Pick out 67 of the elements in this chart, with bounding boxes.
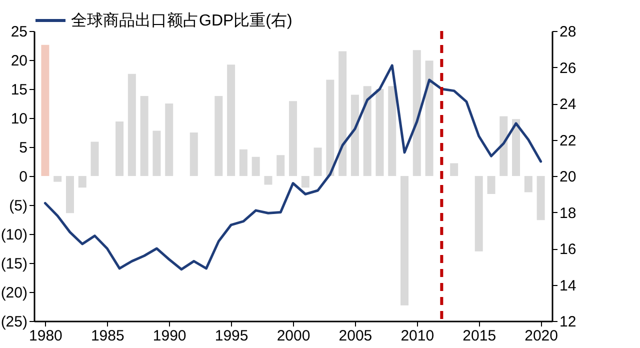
bar — [227, 64, 236, 176]
y2-tick-label: 16 — [560, 241, 576, 258]
y-tick-label: 25 — [10, 24, 28, 40]
legend-label: 全球商品出口额占GDP比重(右) — [71, 12, 292, 30]
bar — [264, 176, 272, 185]
bar — [425, 60, 434, 176]
x-tick-label: 2000 — [276, 328, 310, 344]
bar — [326, 80, 334, 176]
y-tick-label: (10) — [0, 226, 28, 244]
x-tick-label: 2010 — [400, 328, 434, 344]
y-tick-label: 15 — [10, 82, 28, 98]
bar — [314, 148, 322, 176]
bar — [301, 176, 310, 188]
bar — [214, 96, 223, 176]
bar — [140, 96, 148, 176]
bar — [66, 176, 74, 214]
bar — [363, 86, 372, 176]
y-tick-label: 20 — [10, 52, 28, 70]
x-tick-label: 2020 — [524, 328, 558, 344]
y-tick-label: (25) — [0, 314, 28, 330]
y2-tick-label: 14 — [560, 277, 576, 294]
bar — [190, 132, 198, 176]
bar — [54, 176, 62, 182]
bar — [524, 176, 532, 192]
bar — [412, 50, 421, 176]
y2-tick-label: 26 — [560, 60, 576, 77]
x-tick-label: 2015 — [462, 328, 496, 344]
y2-tick-label: 18 — [560, 204, 576, 222]
x-tick-label: 1985 — [90, 328, 124, 344]
bar — [388, 86, 396, 176]
bar — [512, 119, 520, 176]
bar — [400, 176, 409, 306]
y2-tick-label: 24 — [560, 96, 576, 113]
bar — [500, 116, 508, 176]
bar — [252, 156, 260, 176]
bar — [536, 176, 545, 220]
bar — [152, 130, 161, 176]
y2-tick-label: 20 — [560, 168, 576, 186]
bar — [128, 74, 136, 176]
y-tick-label: 0 — [19, 168, 28, 186]
bar — [450, 163, 458, 176]
bar — [474, 176, 483, 252]
y-tick-label: (20) — [0, 284, 28, 302]
bar — [90, 142, 99, 176]
bar — [338, 51, 347, 176]
bar — [116, 121, 124, 176]
bar — [239, 149, 248, 176]
line-series — [44, 64, 542, 271]
y-tick-label: (5) — [9, 198, 28, 214]
x-tick-label: 1995 — [214, 328, 248, 344]
y-tick-label: (15) — [0, 256, 28, 272]
y-tick-label: 10 — [10, 110, 28, 128]
bar — [41, 44, 50, 176]
x-tick-label: 1990 — [152, 328, 186, 344]
bar — [376, 89, 384, 176]
bar — [289, 101, 297, 176]
bar — [487, 176, 496, 194]
y2-tick-label: 12 — [560, 314, 576, 330]
y2-tick-label: 28 — [560, 24, 576, 40]
x-tick-label: 1980 — [29, 328, 62, 344]
bar — [350, 94, 359, 176]
bar — [276, 155, 285, 176]
bar — [78, 176, 86, 188]
y-tick-label: 5 — [19, 140, 28, 156]
bar — [165, 104, 174, 176]
y2-tick-label: 22 — [560, 132, 576, 150]
x-tick-label: 2005 — [338, 328, 372, 344]
